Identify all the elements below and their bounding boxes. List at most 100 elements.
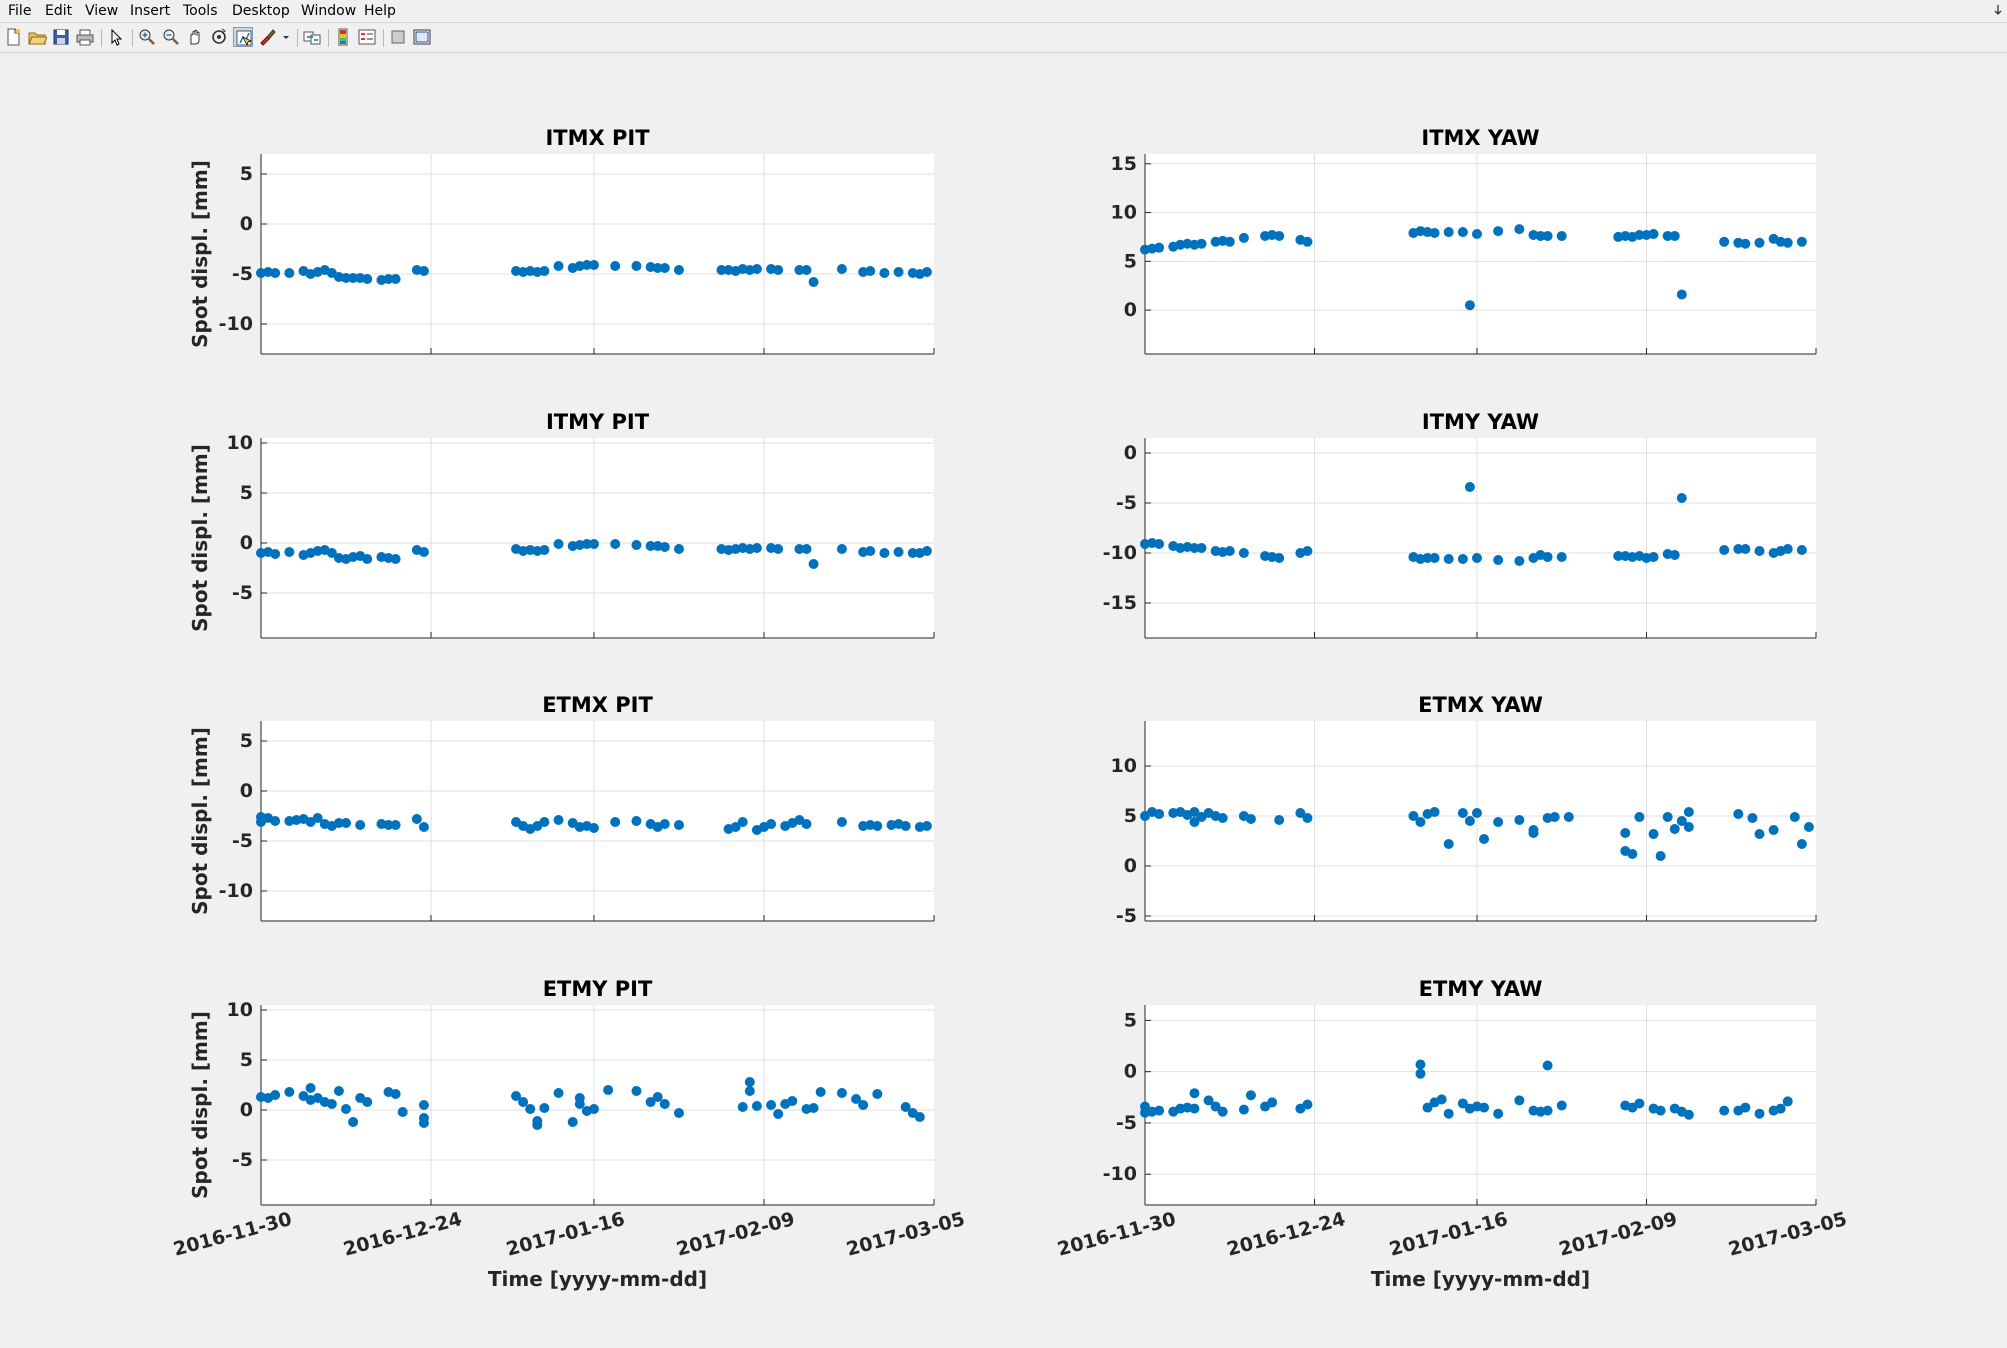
link-plot-button[interactable] — [302, 27, 322, 47]
data-point[interactable] — [588, 539, 599, 549]
menu-tools[interactable]: Tools — [183, 3, 218, 19]
data-point[interactable] — [1238, 1104, 1249, 1115]
data-point[interactable] — [1443, 227, 1454, 238]
hide-plot-tools-button[interactable] — [388, 27, 408, 47]
data-point[interactable] — [1740, 544, 1751, 554]
data-point[interactable] — [1217, 1106, 1228, 1117]
data-point[interactable] — [1754, 1108, 1765, 1119]
data-point[interactable] — [418, 1118, 429, 1128]
menu-desktop[interactable]: Desktop — [232, 3, 290, 19]
data-point[interactable] — [333, 818, 344, 828]
data-point[interactable] — [348, 273, 359, 283]
subplot-etmy-yaw[interactable]: 2016-11-30 2016-12-24 2017-01-16 2017-02-09… — [1055, 977, 1849, 1291]
data-point[interactable] — [1154, 1105, 1165, 1116]
data-point[interactable] — [1189, 543, 1200, 553]
data-point[interactable] — [1754, 237, 1765, 248]
data-point[interactable] — [574, 1099, 585, 1109]
brush-button[interactable] — [257, 27, 277, 47]
data-point[interactable] — [603, 1085, 614, 1095]
data-point[interactable] — [1733, 544, 1744, 554]
data-point[interactable] — [397, 1107, 408, 1117]
data-point[interactable] — [1196, 543, 1207, 553]
data-point[interactable] — [1803, 822, 1814, 832]
data-point[interactable] — [1683, 822, 1694, 832]
data-point[interactable] — [1245, 1090, 1256, 1101]
data-point[interactable] — [1154, 809, 1165, 819]
data-point[interactable] — [1556, 1100, 1567, 1111]
data-point[interactable] — [879, 268, 890, 278]
data-point[interactable] — [539, 266, 550, 276]
data-point[interactable] — [1443, 554, 1454, 564]
data-point[interactable] — [836, 1088, 847, 1098]
data-point[interactable] — [418, 266, 429, 276]
subplot-etmx-yaw[interactable]: -5 0 5 10 ETMX YAW — [1111, 693, 1817, 927]
data-point[interactable] — [539, 817, 550, 827]
data-point[interactable] — [1676, 816, 1687, 826]
data-point[interactable] — [773, 1109, 784, 1119]
data-point[interactable] — [348, 1117, 359, 1127]
brush-dropdown-button[interactable] — [281, 27, 291, 47]
data-point[interactable] — [737, 1102, 748, 1112]
new-figure-button[interactable] — [3, 27, 23, 47]
data-point[interactable] — [716, 265, 727, 275]
data-point[interactable] — [1479, 834, 1490, 844]
data-point[interactable] — [794, 265, 805, 275]
data-point[interactable] — [1740, 238, 1751, 249]
data-point[interactable] — [1796, 236, 1807, 247]
menu-view[interactable]: View — [85, 3, 119, 19]
data-point[interactable] — [525, 1104, 536, 1114]
data-point[interactable] — [1457, 554, 1468, 564]
data-point[interactable] — [1542, 552, 1553, 562]
data-point[interactable] — [1493, 1108, 1504, 1119]
data-point[interactable] — [659, 542, 670, 552]
data-point[interactable] — [1274, 230, 1285, 241]
data-point[interactable] — [1302, 813, 1313, 823]
data-point[interactable] — [284, 1087, 295, 1097]
data-point[interactable] — [1210, 1101, 1221, 1112]
data-point[interactable] — [1189, 807, 1200, 817]
zoom-in-button[interactable] — [137, 27, 157, 47]
data-point[interactable] — [581, 260, 592, 270]
data-point[interactable] — [631, 1086, 642, 1096]
data-point[interactable] — [284, 268, 295, 278]
data-point[interactable] — [1620, 828, 1631, 838]
data-point[interactable] — [1479, 1102, 1490, 1113]
data-point[interactable] — [645, 541, 656, 551]
data-point[interactable] — [610, 261, 621, 271]
data-point[interactable] — [1471, 553, 1482, 563]
data-point[interactable] — [1302, 1099, 1313, 1110]
data-point[interactable] — [673, 1108, 684, 1118]
data-point[interactable] — [631, 540, 642, 550]
data-point[interactable] — [659, 263, 670, 273]
data-point[interactable] — [1648, 229, 1659, 239]
data-point[interactable] — [1196, 238, 1207, 249]
data-point[interactable] — [914, 1112, 925, 1122]
data-point[interactable] — [879, 548, 890, 558]
data-point[interactable] — [411, 814, 422, 824]
data-point[interactable] — [567, 1117, 578, 1127]
data-point[interactable] — [1634, 1098, 1645, 1109]
data-point[interactable] — [659, 1099, 670, 1109]
data-point[interactable] — [362, 274, 373, 284]
data-point[interactable] — [900, 821, 911, 831]
data-point[interactable] — [1789, 812, 1800, 822]
data-point[interactable] — [383, 820, 394, 830]
data-point[interactable] — [270, 1090, 281, 1100]
data-point[interactable] — [766, 1100, 777, 1110]
data-point[interactable] — [1267, 1097, 1278, 1108]
data-point[interactable] — [1669, 550, 1680, 560]
data-point[interactable] — [284, 547, 295, 557]
data-point[interactable] — [851, 1094, 862, 1104]
data-point[interactable] — [1238, 548, 1249, 558]
data-point[interactable] — [865, 266, 876, 276]
data-point[interactable] — [1302, 236, 1313, 247]
data-point[interactable] — [1676, 289, 1687, 300]
data-point[interactable] — [1655, 851, 1666, 861]
data-point[interactable] — [673, 265, 684, 275]
data-point[interactable] — [744, 1086, 755, 1096]
data-point[interactable] — [893, 267, 904, 277]
data-point[interactable] — [1154, 242, 1165, 253]
data-point[interactable] — [1655, 1105, 1666, 1116]
subplot-etmy-pit[interactable]: 2016-11-30 2016-12-24 2017-01-16 2017-02-09… — [171, 977, 967, 1291]
data-point[interactable] — [836, 544, 847, 554]
